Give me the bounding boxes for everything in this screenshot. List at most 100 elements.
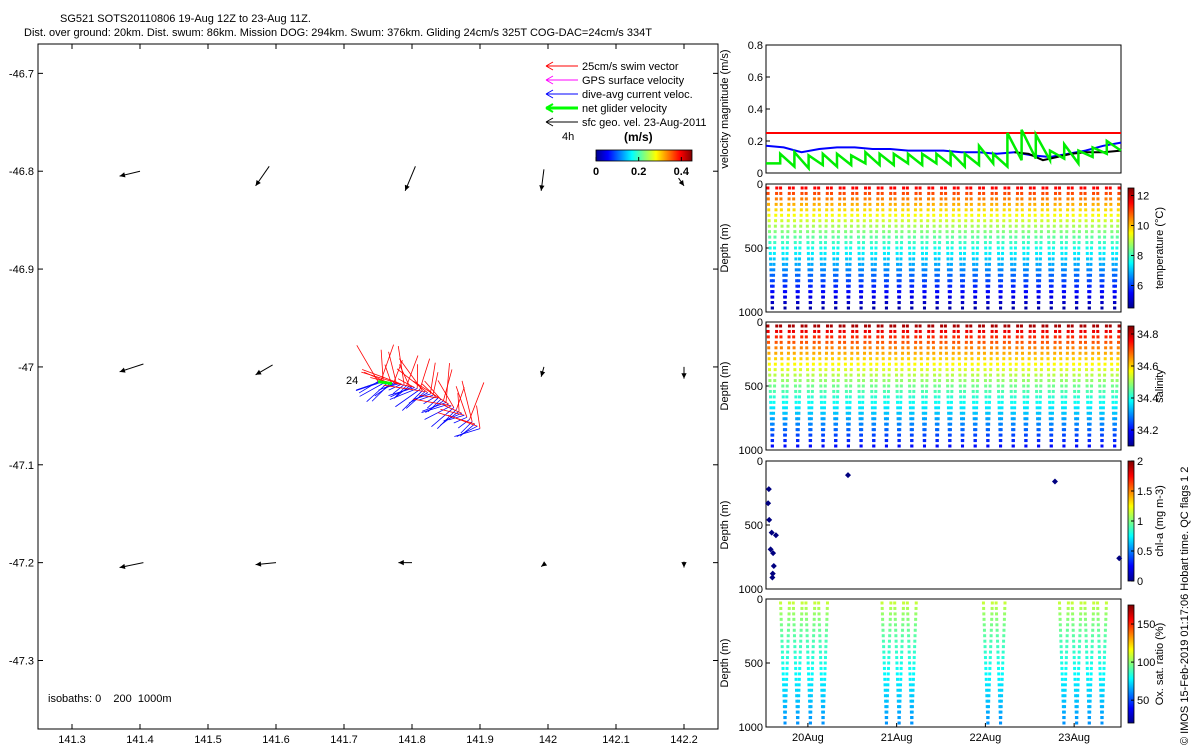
temperature-point — [1064, 257, 1068, 261]
salinity-point — [1086, 417, 1090, 421]
salinity-point — [901, 340, 905, 344]
oxygen-point — [911, 688, 915, 692]
salinity-point — [773, 379, 777, 383]
salinity-point — [823, 400, 827, 404]
temperature-point — [1073, 262, 1077, 266]
oxygen-point — [1084, 623, 1088, 627]
temperature-point — [1037, 306, 1041, 310]
chlorophyll-y-label: Depth (m) — [719, 501, 731, 550]
legend-label-dive-avg: dive-avg current veloc. — [582, 89, 693, 101]
temperature-point — [949, 268, 953, 272]
temperature-point — [883, 279, 887, 283]
temperature-point — [838, 186, 842, 190]
oxygen-point — [825, 606, 829, 610]
oxygen-point — [883, 688, 887, 692]
salinity-point — [837, 362, 841, 366]
salinity-point — [813, 329, 817, 333]
oxygen-point — [913, 623, 917, 627]
salinity-point — [908, 389, 912, 393]
salinity-point — [1050, 417, 1054, 421]
temperature-point — [844, 246, 848, 250]
temperature-point — [1073, 251, 1077, 255]
salinity-point — [1014, 368, 1018, 372]
track-start-label: 24 — [346, 375, 358, 387]
salinity-point — [1035, 389, 1039, 393]
oxygen-point — [1077, 650, 1081, 654]
oxygen-point — [1103, 650, 1107, 654]
oxygen-point — [1060, 666, 1064, 670]
oxygen-point — [787, 606, 791, 610]
salinity-point — [999, 422, 1003, 426]
oxygen-point — [908, 677, 912, 681]
salinity-point — [922, 422, 926, 426]
temperature-point — [924, 251, 928, 255]
salinity-point — [1009, 373, 1013, 377]
salinity-point — [977, 346, 981, 350]
salinity-point — [1047, 384, 1051, 388]
temperature-point — [885, 284, 889, 288]
temperature-point — [926, 224, 930, 228]
salinity-point — [883, 395, 887, 399]
salinity-point — [766, 324, 770, 328]
temperature-point — [1001, 251, 1005, 255]
temperature-point — [1052, 235, 1056, 239]
salinity-point — [781, 395, 785, 399]
temperature-point — [957, 208, 961, 212]
salinity-point — [811, 379, 815, 383]
temperature-point — [1079, 197, 1083, 201]
salinity-point — [1038, 400, 1042, 404]
temperature-point — [868, 213, 872, 217]
oxygen-point — [1096, 601, 1100, 605]
salinity-point — [1007, 324, 1011, 328]
salinity-point — [944, 340, 948, 344]
oxygen-point — [820, 683, 824, 687]
temperature-point — [1084, 213, 1088, 217]
oxygen-point — [1097, 628, 1101, 632]
temperature-point — [963, 241, 967, 245]
salinity-point — [921, 400, 925, 404]
salinity-point — [1077, 368, 1081, 372]
salinity-point — [972, 417, 976, 421]
oxygen-point — [990, 612, 994, 616]
oxygen-colorbar-tick-label: 150 — [1137, 619, 1155, 631]
temperature-point — [799, 224, 803, 228]
salinity-point — [806, 384, 810, 388]
salinity-point — [845, 411, 849, 415]
salinity-point — [823, 389, 827, 393]
oxygen-point — [806, 650, 810, 654]
salinity-point — [914, 335, 918, 339]
salinity-point — [858, 411, 862, 415]
salinity-point — [1054, 329, 1058, 333]
chlorophyll-y-tick-label: 500 — [745, 520, 763, 532]
salinity-point — [1083, 324, 1087, 328]
salinity-point — [1065, 373, 1069, 377]
salinity-point — [983, 357, 987, 361]
salinity-point — [786, 351, 790, 355]
salinity-point — [875, 362, 879, 366]
salinity-point — [824, 351, 828, 355]
salinity-point — [818, 357, 822, 361]
temperature-point — [838, 191, 842, 195]
dive-avg-vector — [356, 381, 381, 391]
map-y-tick-label: -47.2 — [9, 558, 34, 570]
salinity-point — [995, 346, 999, 350]
salinity-point — [898, 422, 902, 426]
temperature-point — [970, 224, 974, 228]
salinity-point — [988, 373, 992, 377]
salinity-point — [1027, 351, 1031, 355]
temperature-point — [818, 224, 822, 228]
salinity-point — [951, 362, 955, 366]
oxygen-point — [1100, 710, 1104, 714]
salinity-point — [1078, 362, 1082, 366]
salinity-point — [926, 351, 930, 355]
salinity-point — [987, 422, 991, 426]
salinity-point — [1021, 362, 1025, 366]
temperature-point — [1038, 262, 1042, 266]
salinity-point — [821, 433, 825, 437]
salinity-point — [972, 422, 976, 426]
oxygen-point — [782, 694, 786, 698]
salinity-point — [997, 406, 1001, 410]
temperature-point — [1002, 224, 1006, 228]
salinity-point — [990, 346, 994, 350]
